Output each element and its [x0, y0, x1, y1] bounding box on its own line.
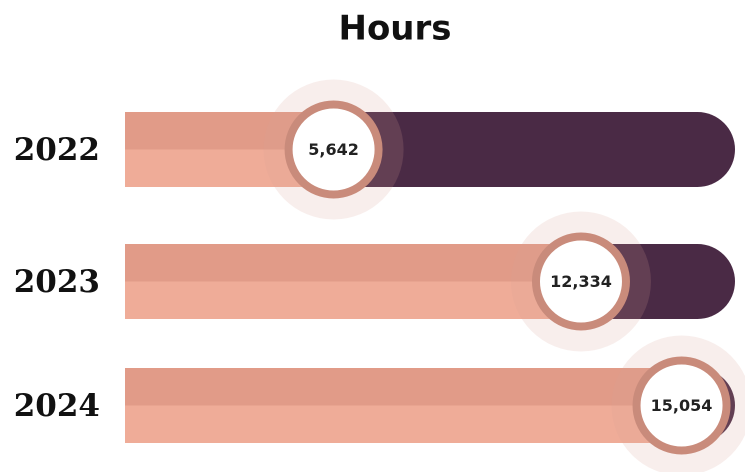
chart-title: Hours	[338, 9, 451, 49]
bar-lower-half	[125, 405, 682, 443]
value-label: 5,642	[308, 140, 359, 159]
value-label: 15,054	[651, 396, 713, 415]
marker	[284, 100, 383, 199]
category-label: 2023	[14, 264, 100, 300]
bar-lower-half	[125, 281, 581, 319]
category-label: 2022	[14, 132, 100, 168]
marker	[632, 356, 731, 455]
value-label: 12,334	[550, 272, 612, 291]
marker	[531, 232, 630, 331]
category-label: 2024	[14, 388, 100, 424]
